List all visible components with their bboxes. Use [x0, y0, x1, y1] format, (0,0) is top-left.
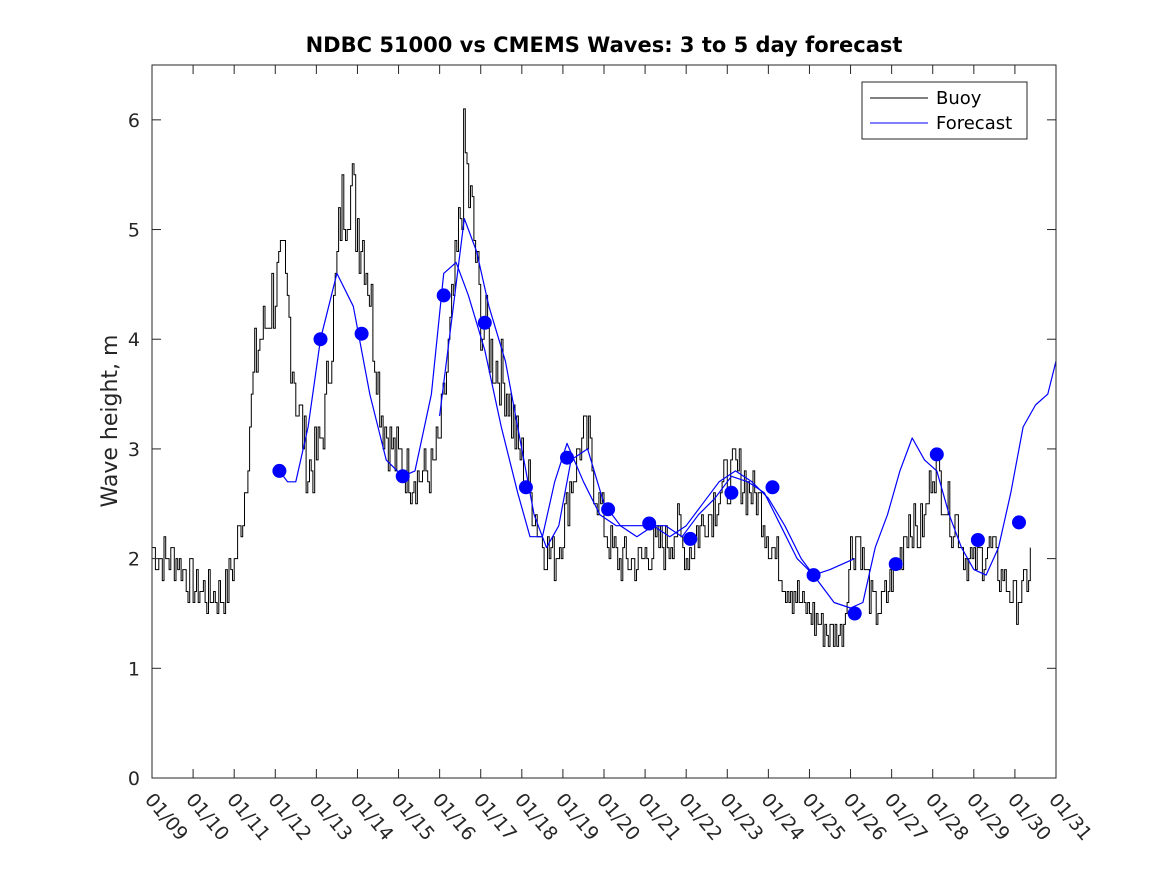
y-tick-label: 1	[128, 658, 140, 680]
y-tick-label: 4	[128, 329, 140, 351]
y-axis-label: Wave height, m	[98, 335, 123, 508]
forecast-point	[518, 480, 533, 495]
forecast-point	[601, 502, 616, 517]
forecast-point	[888, 557, 903, 572]
forecast-point	[806, 568, 821, 583]
forecast-point	[313, 332, 328, 347]
forecast-point	[970, 533, 985, 547]
y-tick-label: 0	[128, 768, 140, 790]
forecast-point	[929, 447, 944, 462]
y-axis: 0 1 2 3 4 5 6	[128, 110, 1056, 790]
forecast-point	[683, 531, 698, 546]
forecast-point	[642, 516, 657, 531]
forecast-point	[272, 463, 287, 478]
forecast-point	[765, 480, 780, 495]
forecast-point	[354, 326, 369, 341]
forecast-point	[477, 315, 492, 330]
forecast-point	[724, 485, 739, 500]
plot-area	[152, 65, 1056, 778]
forecast-point	[436, 288, 451, 303]
legend-box	[861, 81, 1028, 140]
y-tick-label: 3	[128, 439, 140, 461]
forecast-point	[1012, 515, 1026, 530]
forecast-point	[560, 450, 574, 465]
chart-title: NDBC 51000 vs CMEMS Waves: 3 to 5 day fo…	[306, 33, 903, 57]
legend-buoy-label: Buoy	[936, 88, 982, 109]
series-line-forecast-run-2	[439, 218, 1057, 609]
legend: Buoy Forecast	[861, 81, 1028, 140]
forecast-point	[395, 469, 410, 484]
y-tick-label: 5	[128, 220, 140, 242]
y-tick-label: 2	[128, 549, 140, 571]
legend-forecast-label: Forecast	[936, 113, 1012, 134]
y-tick-label: 6	[128, 110, 140, 132]
series-layer	[152, 108, 1057, 647]
forecast-point	[847, 606, 862, 621]
